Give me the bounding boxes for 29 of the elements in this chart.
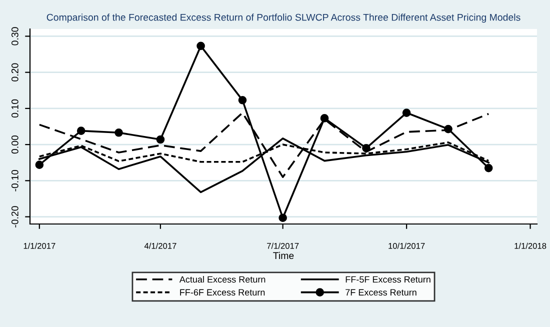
y-tick-label: 0.20 bbox=[11, 63, 18, 82]
point bbox=[238, 96, 247, 104]
point bbox=[35, 160, 44, 169]
point bbox=[362, 144, 370, 152]
point bbox=[196, 42, 205, 50]
legend-label: 7F Excess Return bbox=[346, 289, 416, 296]
y-tick-label: -0.20 bbox=[11, 206, 18, 228]
point bbox=[484, 164, 493, 172]
chart-title: Comparison of the Forecasted Excess Return of Portfolio SLWCP Across Three Different Asset Pricing Models bbox=[46, 14, 520, 23]
legend-label: FF-5F Excess Return bbox=[346, 276, 430, 283]
x-axis-title: Time bbox=[273, 252, 294, 260]
x-tick-label: 7/1/2017 bbox=[267, 242, 299, 249]
x-tick-label: 1/1/2018 bbox=[514, 242, 546, 249]
point bbox=[156, 135, 165, 144]
point bbox=[320, 114, 329, 122]
point bbox=[76, 126, 86, 135]
point bbox=[444, 124, 452, 134]
y-tick-label: -0.10 bbox=[11, 170, 18, 192]
y-tick-label: 0.30 bbox=[11, 27, 18, 46]
point bbox=[402, 108, 411, 117]
point bbox=[278, 214, 287, 222]
point bbox=[114, 128, 123, 137]
legend-label: Actual Excess Return bbox=[179, 276, 266, 283]
y-tick-label: 0.10 bbox=[11, 99, 18, 118]
x-tick-label: 4/1/2017 bbox=[144, 242, 176, 249]
legend-label: FF-6F Excess Return bbox=[180, 289, 265, 296]
y-tick-label: 0.00 bbox=[11, 135, 18, 154]
x-tick-label: 10/1/2017 bbox=[388, 242, 425, 249]
x-tick-label: 1/1/2017 bbox=[24, 242, 56, 249]
